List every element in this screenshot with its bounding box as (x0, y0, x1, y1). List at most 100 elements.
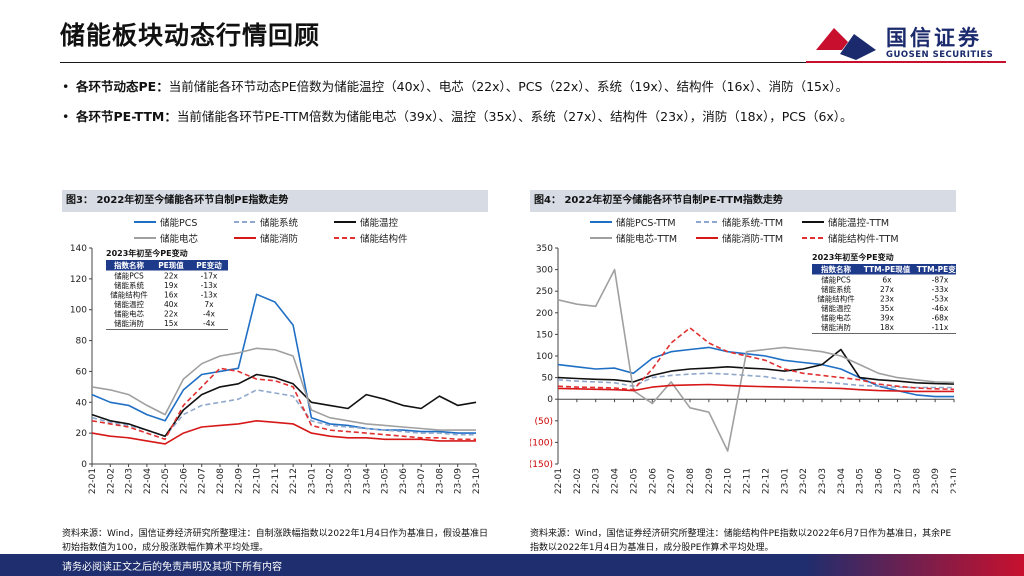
chart-title: 图3： 2022年初至今储能各环节自制PE指数走势 (62, 190, 488, 212)
x-tick-label: 22-06 (179, 468, 189, 494)
table-cell: -13x (201, 291, 218, 300)
table-cell: -53x (932, 295, 949, 304)
table-cell: -87x (932, 276, 949, 285)
chart-title: 图4： 2022年初至今储能各环节自制PE-TTM指数走势 (530, 190, 956, 212)
y-tick-label: 80 (76, 337, 88, 347)
legend-label: 储能PCS-TTM (616, 217, 676, 229)
x-tick-label: 22-03 (592, 468, 602, 494)
x-tick-label: 22-02 (106, 468, 116, 494)
table-cell: -17x (201, 272, 218, 281)
logo-text-en: GUOSEN SECURITIES (886, 50, 994, 60)
series-line (557, 327, 955, 391)
x-tick-label: 23-04 (837, 468, 847, 494)
y-tick-label: (150) (530, 460, 553, 470)
y-tick-label: 250 (536, 287, 553, 297)
table-header-cell: 指数名称 (821, 264, 851, 274)
y-tick-label: (50) (535, 417, 553, 427)
legend-label: 储能结构件 (360, 233, 408, 245)
table-cell: 18x (880, 323, 895, 332)
table-cell: 22x (164, 310, 179, 319)
table-cell: 储能结构件 (110, 290, 148, 300)
x-tick-label: 23-01 (780, 468, 790, 494)
table-cell: 15x (164, 319, 179, 328)
table-cell: 22x (164, 272, 179, 281)
header-rule-accent (806, 61, 1006, 63)
table-cell: 40x (164, 300, 179, 309)
series-line (91, 367, 476, 441)
table-cell: 储能系统 (821, 284, 851, 294)
bullet-pe-ttm: • 各环节PE-TTM：当前储能各环节PE-TTM倍数为储能电芯（39x）、温控（… (62, 106, 853, 125)
table-cell: 储能PCS (821, 275, 851, 285)
y-tick-label: 200 (536, 309, 553, 319)
legend-label: 储能结构件-TTM (828, 233, 899, 245)
table-cell: -11x (932, 323, 949, 332)
x-tick-label: 23-01 (307, 468, 317, 494)
table-cell: 7x (204, 300, 214, 309)
table-cell: -4x (203, 319, 215, 328)
x-tick-label: 23-07 (893, 468, 903, 494)
y-tick-label: 100 (536, 352, 553, 362)
table-caption: 2023年初至今PE变动 (106, 248, 188, 258)
y-tick-label: 0 (547, 395, 553, 405)
logo: 国信证券 GUOSEN SECURITIES (812, 20, 1002, 64)
y-tick-label: 120 (70, 275, 87, 285)
x-tick-label: 22-01 (88, 468, 98, 494)
table-cell: 16x (164, 291, 179, 300)
y-tick-label: (100) (530, 438, 553, 448)
bullet-text: 当前储能各环节PE-TTM倍数为储能电芯（39x）、温控（35x）、系统（27x… (176, 109, 853, 124)
series-line (91, 373, 477, 437)
x-tick-label: 22-12 (289, 468, 299, 494)
x-tick-label: 22-04 (611, 468, 621, 494)
x-tick-label: 22-03 (125, 468, 135, 494)
table-cell: 35x (880, 304, 895, 313)
y-tick-label: 100 (70, 306, 87, 316)
source-note: 资料来源：Wind，国信证券经济研究所整理注：自制涨跌幅指数以2022年1月4日… (62, 529, 488, 553)
y-tick-label: 40 (76, 398, 88, 408)
footer-bar: 请务必阅读正文之后的免责声明及其项下所有内容 (0, 554, 1024, 576)
x-tick-label: 23-07 (417, 468, 427, 494)
table-cell: 储能PCS (114, 271, 144, 281)
table-cell: 储能温控 (821, 303, 851, 313)
bullet-text: 当前储能各环节动态PE倍数为储能温控（40x）、电芯（22x）、PCS（22x）… (168, 79, 849, 94)
y-tick-label: 50 (542, 374, 554, 384)
x-tick-label: 22-09 (705, 468, 715, 494)
table-header-cell: TTM-PE变动 (917, 264, 956, 274)
table-cell: -33x (932, 285, 949, 294)
table-cell: 27x (880, 285, 895, 294)
x-tick-label: 22-12 (761, 468, 771, 494)
table-header-cell: 指数名称 (114, 260, 144, 270)
table-cell: 23x (880, 295, 895, 304)
x-tick-label: 23-10 (472, 468, 482, 494)
legend-label: 储能电芯 (160, 233, 199, 245)
table-cell: 储能温控 (114, 299, 144, 309)
x-tick-label: 23-03 (818, 468, 828, 494)
series-line (557, 268, 955, 452)
x-tick-label: 23-04 (362, 468, 372, 494)
x-tick-label: 23-08 (912, 468, 922, 494)
series-line (91, 293, 476, 434)
y-tick-label: 350 (536, 244, 553, 254)
series-line (91, 420, 476, 445)
x-tick-label: 23-09 (454, 468, 464, 494)
x-tick-label: 22-10 (724, 468, 734, 494)
x-tick-label: 22-07 (667, 468, 677, 494)
table-cell: 储能消防 (821, 322, 851, 332)
series-line (557, 372, 954, 389)
series-line (557, 348, 955, 385)
legend-label: 储能系统 (260, 217, 299, 229)
table-cell: -68x (932, 314, 949, 323)
x-tick-label: 22-09 (234, 468, 244, 494)
table-cell: 储能结构件 (817, 294, 855, 304)
y-tick-label: 0 (81, 460, 87, 470)
x-tick-label: 23-10 (950, 468, 956, 494)
table-cell: 储能消防 (114, 318, 144, 328)
x-tick-label: 23-06 (399, 468, 409, 494)
bullet-label: 各环节动态PE： (76, 79, 169, 94)
table-cell: -13x (201, 281, 218, 290)
x-tick-label: 22-06 (648, 468, 658, 494)
x-tick-label: 23-03 (344, 468, 354, 494)
logo-text-cn: 国信证券 (886, 26, 982, 50)
x-tick-label: 22-11 (271, 468, 281, 494)
table-cell: 39x (880, 314, 895, 323)
table-cell: 储能系统 (114, 280, 144, 290)
